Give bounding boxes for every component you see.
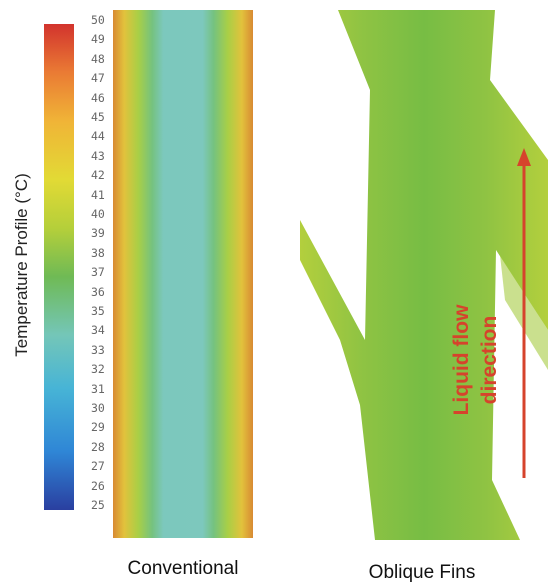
colorbar-tick: 43 bbox=[91, 148, 105, 163]
colorbar-tick: 41 bbox=[91, 187, 105, 202]
colorbar-tick: 29 bbox=[91, 420, 105, 435]
oblique-fins-panel bbox=[300, 10, 548, 540]
conventional-label: Conventional bbox=[127, 558, 239, 579]
flow-label-line2: direction bbox=[478, 315, 501, 405]
temperature-colorbar bbox=[44, 24, 74, 510]
oblique-fins-label: Oblique Fins bbox=[368, 562, 476, 583]
flow-label-line1: Liquid flow bbox=[450, 304, 473, 416]
colorbar-tick: 39 bbox=[91, 226, 105, 241]
conventional-channel-panel bbox=[113, 10, 253, 538]
colorbar-tick: 37 bbox=[91, 265, 105, 280]
colorbar-tick: 38 bbox=[91, 245, 105, 260]
colorbar-tick: 48 bbox=[91, 51, 105, 66]
colorbar-tick: 26 bbox=[91, 478, 105, 493]
colorbar-tick: 28 bbox=[91, 439, 105, 454]
colorbar-tick: 32 bbox=[91, 362, 105, 377]
colorbar-tick: 46 bbox=[91, 90, 105, 105]
colorbar-tick: 49 bbox=[91, 32, 105, 47]
colorbar-tick: 42 bbox=[91, 168, 105, 183]
colorbar-tick: 45 bbox=[91, 110, 105, 124]
colorbar-tick: 36 bbox=[91, 284, 105, 299]
colorbar-tick: 40 bbox=[91, 207, 105, 221]
colorbar-title-text: Temperature Profile (°C) bbox=[12, 173, 31, 357]
colorbar-tick: 25 bbox=[91, 498, 105, 512]
colorbar-tick: 35 bbox=[91, 304, 105, 318]
colorbar-tick: 34 bbox=[91, 323, 105, 338]
colorbar-tick: 27 bbox=[91, 459, 105, 474]
oblique-main-channel bbox=[300, 10, 548, 540]
colorbar-tick: 44 bbox=[91, 129, 105, 144]
colorbar-tick: 33 bbox=[91, 342, 105, 357]
colorbar-tick-labels: 50 49 48 47 46 45 44 43 42 41 40 39 38 37 36 35 34 33 32 31… bbox=[91, 14, 121, 514]
colorbar-tick: 50 bbox=[91, 13, 105, 27]
flow-arrow-head bbox=[517, 148, 531, 166]
colorbar-tick: 30 bbox=[91, 401, 105, 415]
colorbar-tick: 31 bbox=[91, 381, 105, 396]
colorbar-tick: 47 bbox=[91, 71, 105, 86]
